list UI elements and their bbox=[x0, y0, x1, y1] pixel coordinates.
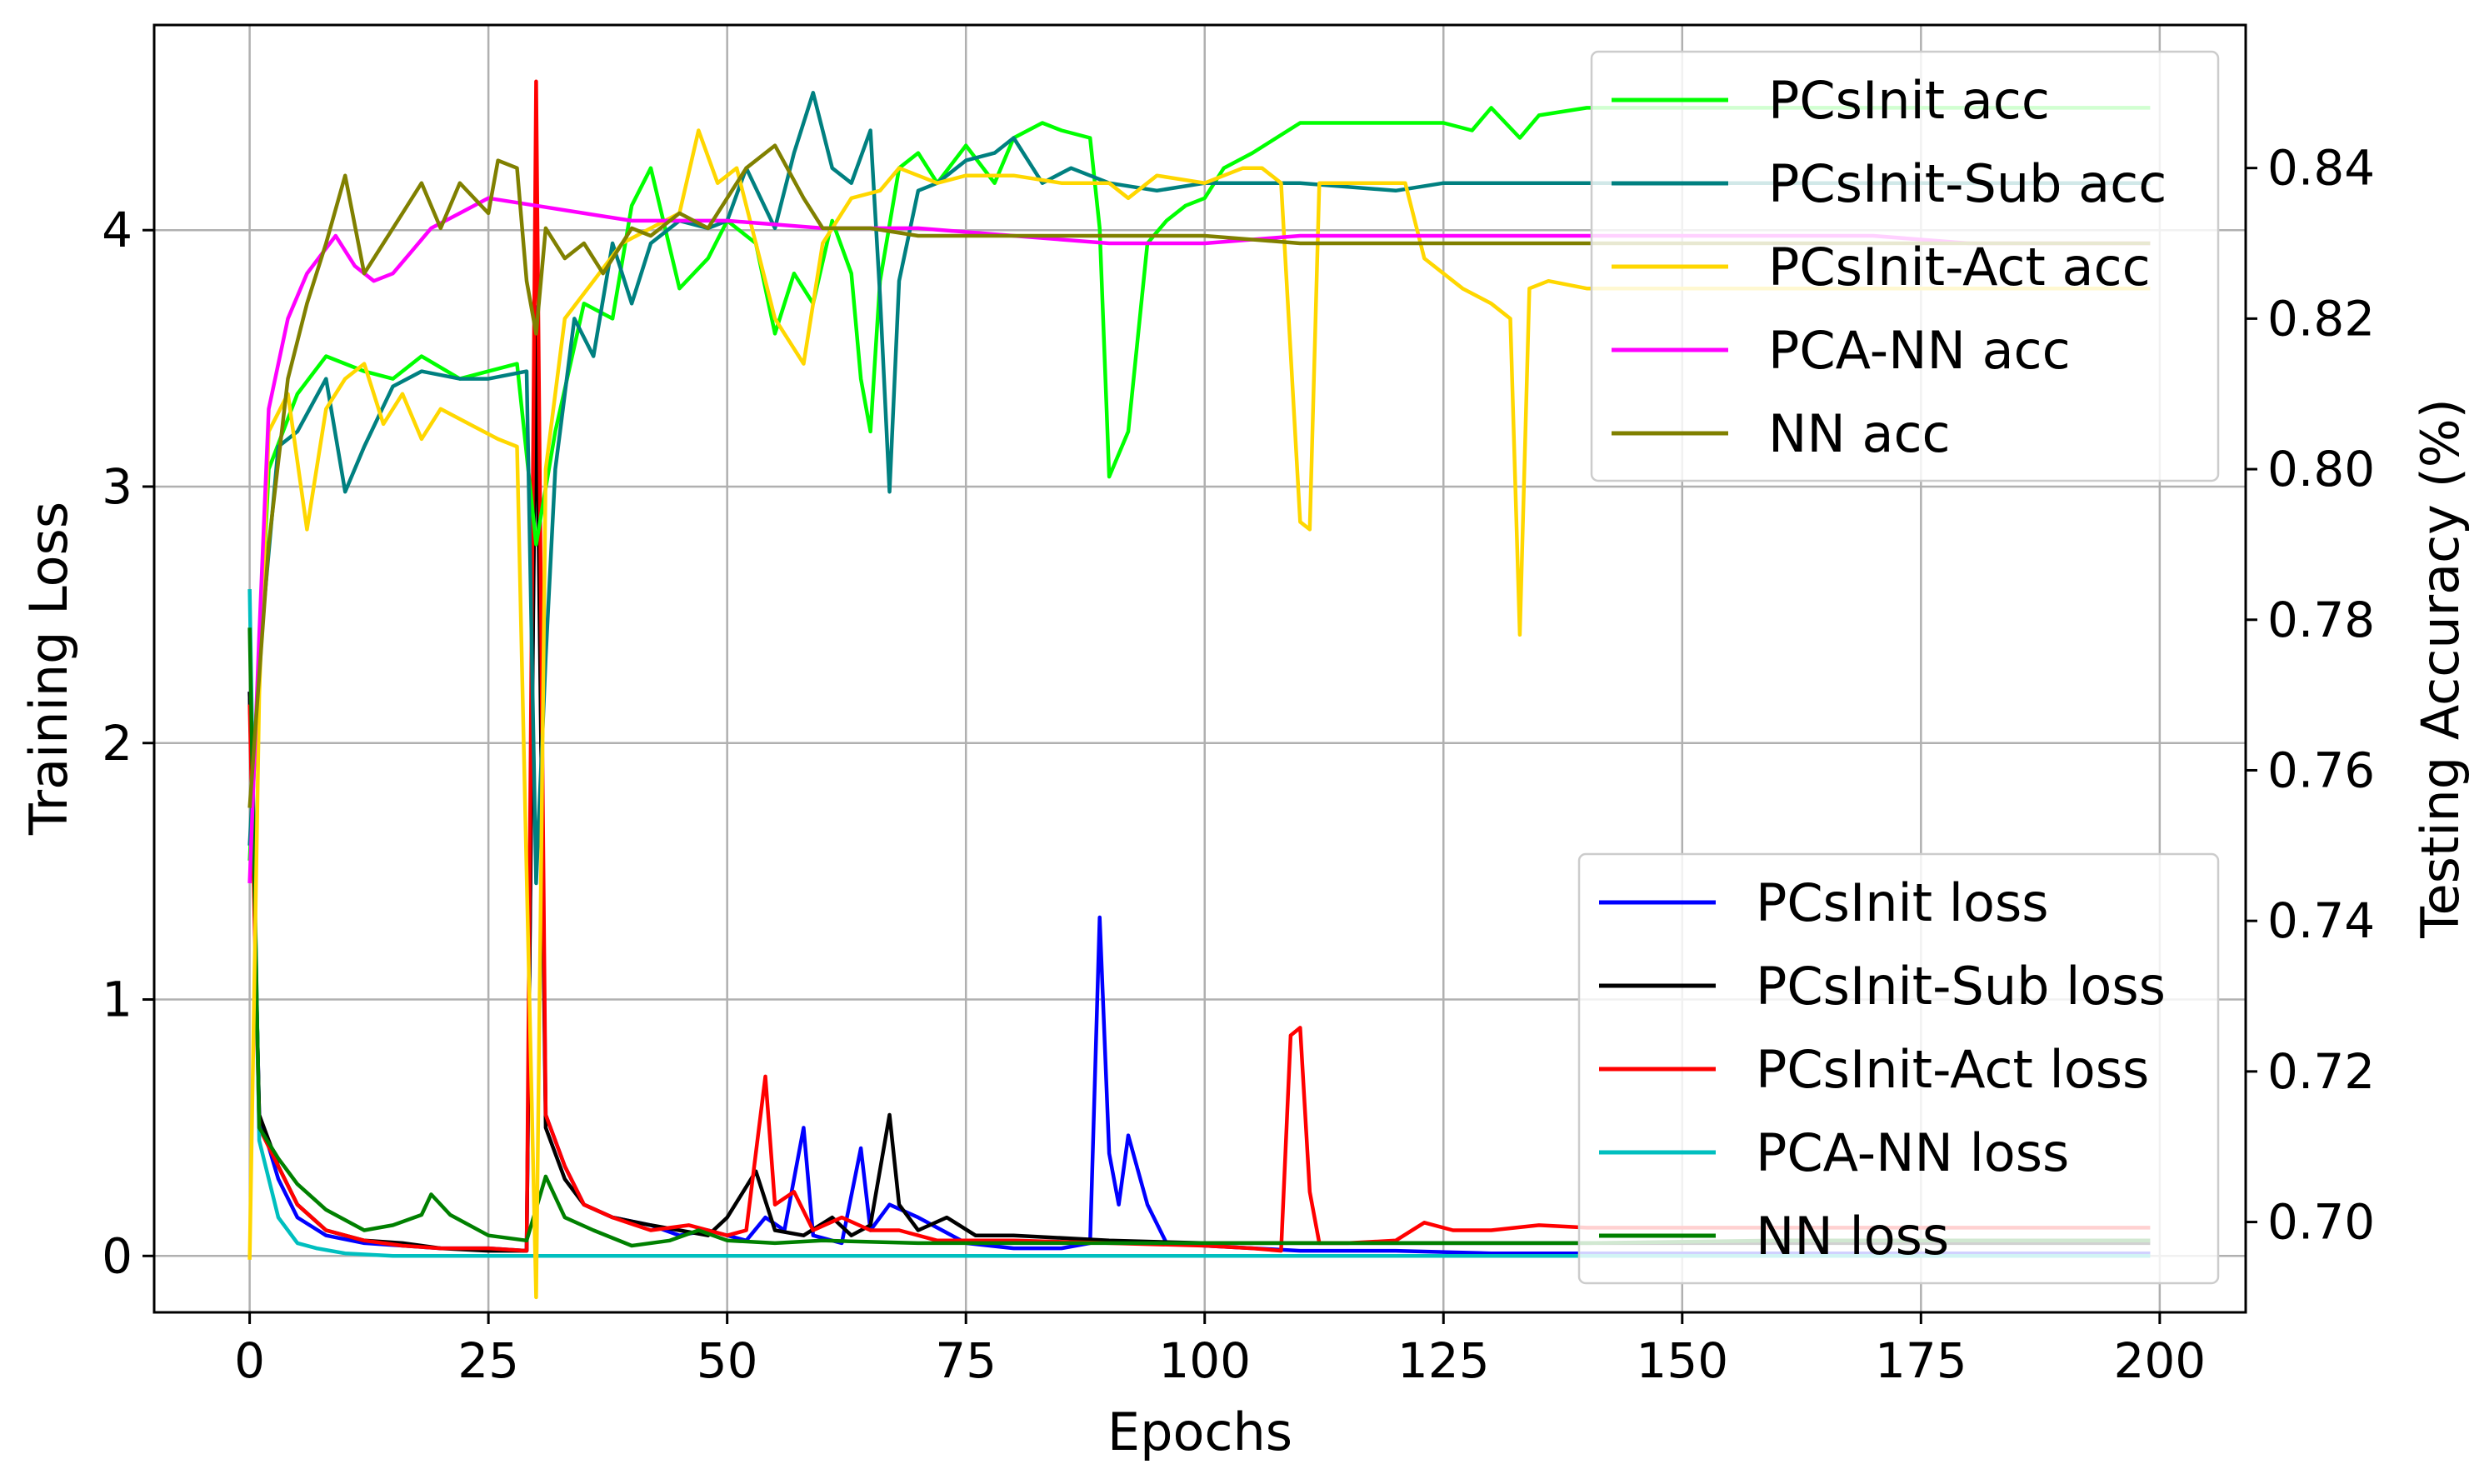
right-y-tick-label: 0.72 bbox=[2267, 1043, 2375, 1100]
plot-frame bbox=[152, 23, 2247, 1314]
accuracy-series-line bbox=[247, 128, 2151, 1300]
legend-box bbox=[1590, 50, 2220, 482]
right-y-axis-title: Testing Accuracy (%) bbox=[2410, 398, 2471, 939]
right-y-tick-label: 0.70 bbox=[2267, 1194, 2375, 1251]
legend-label: PCsInit-Sub acc bbox=[1768, 153, 2167, 214]
x-axis: 0 25 50 75 100 125 150 175 200 bbox=[234, 1312, 2206, 1389]
legend-label: NN acc bbox=[1768, 403, 1951, 464]
legend-box bbox=[1577, 852, 2220, 1285]
x-axis-title: Epochs bbox=[1107, 1402, 1292, 1462]
x-tick-label: 0 bbox=[234, 1332, 265, 1389]
accuracy-series-group bbox=[247, 91, 2151, 1300]
right-y-tick-label: 0.84 bbox=[2267, 140, 2375, 197]
x-tick-label: 75 bbox=[935, 1332, 997, 1389]
left-y-tick-label: 4 bbox=[102, 202, 132, 258]
left-y-tick-label: 0 bbox=[102, 1227, 132, 1284]
x-tick-label: 150 bbox=[1636, 1332, 1728, 1389]
accuracy-series-line bbox=[247, 91, 2151, 886]
loss-series-group bbox=[247, 79, 2151, 1258]
legend-label: NN loss bbox=[1756, 1206, 1949, 1267]
legend-label: PCsInit loss bbox=[1756, 872, 2049, 933]
left-y-tick-label: 1 bbox=[102, 972, 132, 1028]
legend-label: PCsInit-Act acc bbox=[1768, 237, 2151, 297]
right-y-axis: 0.70 0.72 0.74 0.76 0.78 0.80 0.82 0.84 bbox=[2246, 140, 2375, 1251]
left-y-axis-title: Training Loss bbox=[18, 502, 79, 836]
legend-label: PCA-NN loss bbox=[1756, 1122, 2069, 1183]
loss-series-line bbox=[247, 627, 2151, 1248]
accuracy-legend: PCsInit acc PCsInit-Sub acc PCsInit-Act ac… bbox=[1590, 50, 2220, 482]
x-tick-label: 25 bbox=[457, 1332, 519, 1389]
x-tick-label: 125 bbox=[1397, 1332, 1490, 1389]
right-y-tick-label: 0.76 bbox=[2267, 742, 2375, 798]
right-y-tick-label: 0.80 bbox=[2267, 441, 2375, 497]
x-tick-label: 175 bbox=[1875, 1332, 1967, 1389]
loss-legend: PCsInit loss PCsInit-Sub loss PCsInit-Act … bbox=[1577, 852, 2220, 1285]
left-y-axis: 0 1 2 3 4 bbox=[102, 202, 154, 1284]
x-tick-label: 200 bbox=[2113, 1332, 2206, 1389]
legend-label: PCA-NN acc bbox=[1768, 320, 2071, 381]
loss-series-line bbox=[247, 79, 2151, 1253]
x-tick-label: 50 bbox=[697, 1332, 758, 1389]
accuracy-series-line bbox=[247, 143, 2151, 808]
legend-label: PCsInit acc bbox=[1768, 70, 2050, 131]
x-tick-label: 100 bbox=[1158, 1332, 1251, 1389]
legend-label: PCsInit-Act loss bbox=[1756, 1039, 2149, 1100]
left-y-tick-label: 2 bbox=[102, 715, 132, 772]
left-y-tick-label: 3 bbox=[102, 458, 132, 515]
right-y-tick-label: 0.78 bbox=[2267, 592, 2375, 648]
right-y-tick-label: 0.74 bbox=[2267, 892, 2375, 949]
legend-label: PCsInit-Sub loss bbox=[1756, 956, 2166, 1017]
right-y-tick-label: 0.82 bbox=[2267, 290, 2375, 347]
